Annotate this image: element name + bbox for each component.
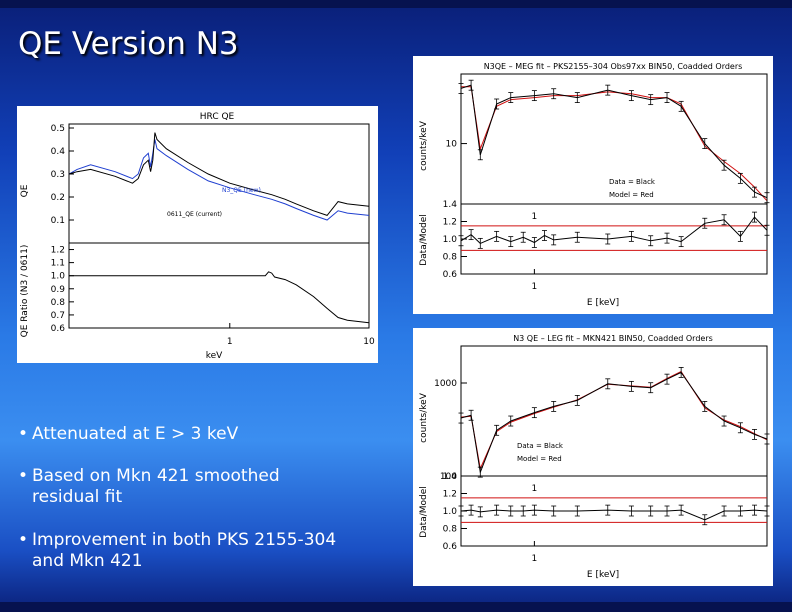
bullet-dot: • — [18, 466, 29, 486]
data-line — [460, 371, 768, 475]
data-line — [460, 84, 768, 199]
y-tick-label: 1.0 — [51, 272, 66, 282]
y-tick-label: 1.2 — [51, 246, 65, 256]
chart-title: N3 QE – LEG fit – MKN421 BIN50, Coadded … — [513, 334, 713, 343]
bullet-item: • Based on Mkn 421 smoothed residual fit — [18, 466, 378, 508]
y-tick-label: 0.6 — [51, 324, 66, 334]
counts-axes-frame — [460, 345, 768, 477]
y-tick-label: 0.8 — [443, 525, 458, 535]
qe-axes-frame — [68, 123, 370, 244]
y-tick-label: 1000 — [434, 379, 457, 389]
y-tick-label: 0.2 — [51, 193, 65, 203]
y-tick-label: 0.3 — [51, 170, 65, 180]
chart-title: HRC QE — [200, 112, 235, 122]
y-axis-label: QE Ratio (N3 / 0611) — [20, 245, 30, 338]
y-tick-label: 1.0 — [443, 507, 458, 517]
y-tick-label: 10 — [446, 140, 458, 150]
x-axis-label: keV — [206, 351, 223, 361]
ratio-axes-frame — [460, 203, 768, 275]
y-axis-label: Data/Model — [419, 486, 429, 538]
bottom-band — [0, 602, 792, 612]
slide-title: QE Version N3 — [18, 26, 239, 62]
y-tick-label: 0.4 — [51, 147, 66, 157]
hrc-qe-chart: HRC QE 0.5 0.4 0.3 0.2 0.1 1.2 1.1 1.0 0.9 0.8 0.7 0… — [20, 112, 375, 361]
chart-title: N3QE – MEG fit – PKS2155–304 Obs97xx BIN… — [484, 62, 743, 71]
series-line — [69, 271, 370, 324]
y-tick-label: 0.6 — [443, 542, 458, 552]
y-axis-label: Data/Model — [419, 214, 429, 266]
ratio-line — [460, 216, 768, 244]
y-axis-label: counts/keV — [419, 120, 429, 171]
x-axis-label: E [keV] — [587, 570, 619, 580]
ratio-line — [460, 509, 768, 521]
y-tick-label: 100 — [440, 472, 457, 482]
x-tick-label: 1 — [227, 337, 233, 347]
y-tick-label: 0.7 — [51, 311, 65, 321]
y-tick-label: 1.4 — [443, 200, 458, 210]
bullet-dot: • — [18, 424, 29, 444]
legend-label: Model = Red — [609, 191, 654, 199]
x-tick-label: 10 — [363, 337, 375, 347]
y-tick-label: 1.4 — [443, 472, 458, 482]
y-tick-label: 0.1 — [51, 216, 65, 226]
x-axis-label: E [keV] — [587, 298, 619, 308]
meg-fit-chart: N3QE – MEG fit – PKS2155–304 Obs97xx BIN… — [419, 62, 770, 308]
y-tick-label: 0.8 — [443, 253, 458, 263]
leg-fit-chart-panel: N3 QE – LEG fit – MKN421 BIN50, Coadded … — [413, 328, 773, 586]
bullet-item: • Improvement in both PKS 2155-304 and Mk… — [18, 530, 388, 572]
y-tick-label: 1.2 — [443, 218, 457, 228]
y-tick-label: 1.0 — [443, 235, 458, 245]
leg-fit-chart: N3 QE – LEG fit – MKN421 BIN50, Coadded … — [419, 334, 770, 580]
bullet-item: • Attenuated at E > 3 keV — [18, 424, 238, 445]
bullet-text: Based on Mkn 421 smoothed residual fit — [32, 466, 280, 507]
x-tick-label: 1 — [532, 554, 538, 564]
series-line — [68, 132, 370, 216]
bullet-text: Attenuated at E > 3 keV — [32, 424, 239, 444]
y-tick-label: 0.8 — [51, 298, 66, 308]
y-tick-label: 1.2 — [443, 490, 457, 500]
legend-label: Data = Black — [517, 442, 564, 450]
legend-label: Data = Black — [609, 178, 656, 186]
y-tick-label: 0.5 — [51, 124, 65, 134]
top-band — [0, 0, 792, 8]
legend-label: N3_QE (new) — [222, 187, 261, 194]
ratio-axes-frame — [68, 242, 370, 329]
x-tick-label: 1 — [532, 282, 538, 292]
model-line — [460, 370, 768, 471]
x-tick-label: 1 — [532, 484, 538, 494]
legend-label: Model = Red — [517, 455, 562, 463]
y-axis-label: QE — [20, 184, 30, 197]
hrc-qe-chart-panel: HRC QE 0.5 0.4 0.3 0.2 0.1 1.2 1.1 1.0 0.9 0.8 0.7 0… — [17, 106, 378, 363]
series-line — [68, 139, 370, 221]
legend-label: 0611_QE (current) — [167, 211, 222, 218]
bullet-text: Improvement in both PKS 2155-304 and Mkn… — [32, 530, 337, 571]
meg-fit-chart-panel: N3QE – MEG fit – PKS2155–304 Obs97xx BIN… — [413, 56, 773, 314]
bullet-dot: • — [18, 530, 29, 550]
y-tick-label: 0.9 — [51, 285, 66, 295]
y-tick-label: 1.1 — [51, 259, 65, 269]
y-tick-label: 0.6 — [443, 270, 458, 280]
x-tick-label: 1 — [532, 212, 538, 222]
y-axis-label: counts/keV — [419, 392, 429, 443]
